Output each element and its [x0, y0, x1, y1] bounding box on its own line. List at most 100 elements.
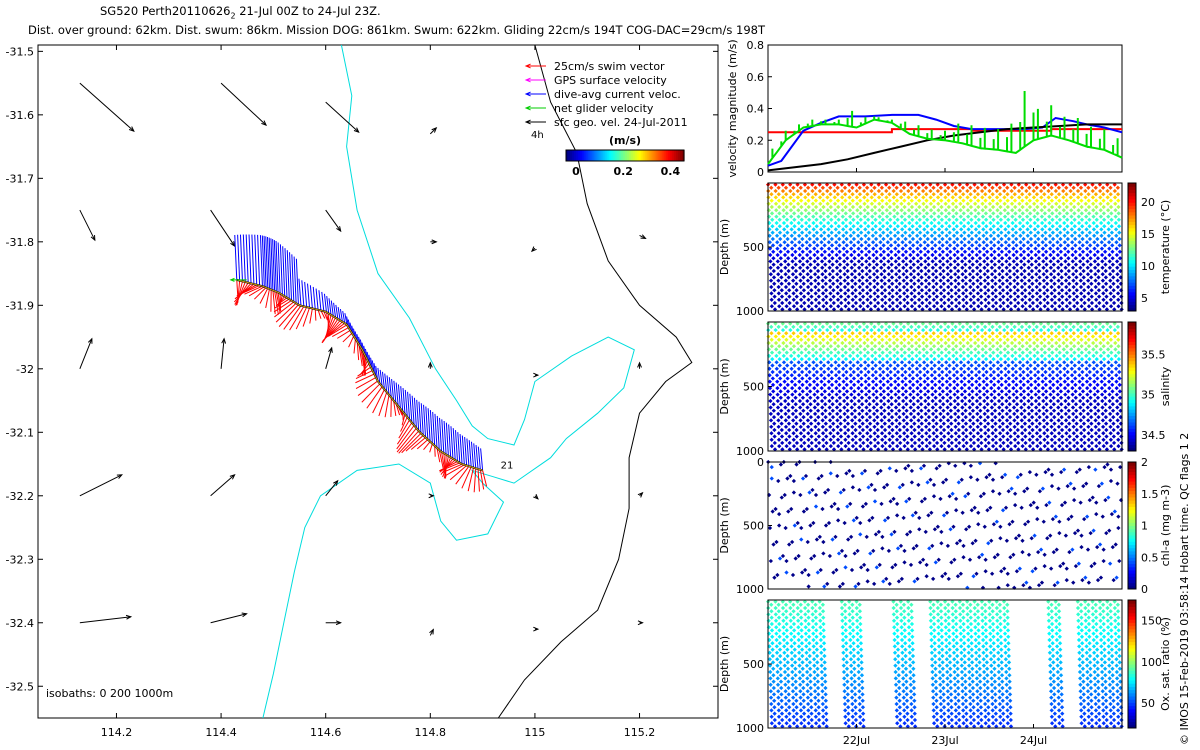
profile-point: [1109, 211, 1114, 216]
profile-point: [883, 434, 888, 439]
profile-point: [1098, 195, 1103, 200]
profile-point: [975, 424, 980, 429]
profile-point: [907, 214, 912, 219]
profile-point: [1015, 294, 1021, 299]
profile-point: [1044, 503, 1049, 508]
profile-point: [767, 663, 773, 668]
profile-point: [778, 389, 783, 394]
profile-point: [814, 230, 820, 235]
profile-point: [1005, 291, 1010, 296]
profile-point: [1113, 347, 1118, 352]
profile-point: [1092, 240, 1097, 245]
profile-point: [891, 188, 896, 194]
profile-point: [1061, 214, 1067, 219]
profile-point: [910, 363, 915, 368]
profile-point: [961, 543, 966, 548]
profile-point: [1083, 195, 1088, 200]
profile-point: [1117, 249, 1122, 254]
profile-point: [811, 360, 816, 365]
profile-point: [1105, 195, 1110, 200]
profile-point: [902, 211, 907, 216]
profile-point: [1031, 188, 1036, 194]
profile-point: [854, 334, 860, 339]
profile-point: [860, 421, 865, 426]
profile-point: [945, 252, 950, 258]
profile-point: [1038, 300, 1043, 306]
profile-point: [783, 682, 788, 687]
profile-point: [1020, 437, 1025, 442]
profile-point: [861, 294, 866, 299]
profile-point: [1096, 402, 1101, 407]
profile-point: [1009, 182, 1014, 187]
y-tick-label: -31.6: [6, 109, 34, 122]
geo-velocity-vector: [427, 361, 433, 369]
profile-point: [797, 240, 802, 245]
profile-point: [994, 307, 999, 312]
profile-point: [978, 427, 984, 433]
profile-point: [988, 240, 994, 245]
profile-point: [1099, 385, 1105, 391]
profile-point: [1079, 356, 1085, 362]
profile-point: [1017, 353, 1022, 358]
profile-point: [937, 385, 942, 391]
profile-point: [916, 424, 921, 429]
profile-point: [1047, 500, 1052, 505]
profile-point: [771, 685, 776, 691]
profile-point: [1037, 489, 1043, 494]
profile-point: [1094, 297, 1099, 302]
profile-point: [967, 265, 972, 270]
profile-point: [799, 437, 804, 442]
profile-point: [808, 523, 813, 528]
profile-point: [967, 411, 973, 417]
profile-point: [1002, 340, 1007, 346]
profile-point: [891, 182, 896, 187]
profile-point: [792, 628, 797, 633]
profile-point: [876, 529, 881, 534]
profile-point: [854, 321, 859, 326]
profile-point: [1028, 224, 1033, 229]
profile-point: [1081, 262, 1086, 267]
profile-point: [978, 408, 983, 413]
profile-point: [961, 337, 966, 342]
profile-point: [870, 240, 876, 245]
profile-point: [1091, 227, 1097, 232]
profile-point: [850, 473, 856, 479]
colorbar-cell: [666, 150, 669, 161]
profile-point: [827, 265, 832, 270]
profile-point: [1014, 243, 1019, 248]
profile-point: [924, 337, 929, 342]
profile-point: [795, 182, 800, 187]
profile-point: [931, 494, 937, 499]
profile-point: [849, 411, 855, 417]
profile-point: [1056, 272, 1061, 277]
colorbar-cell: [648, 150, 652, 161]
profile-point: [990, 278, 995, 283]
profile-point: [1077, 373, 1082, 378]
profile-point: [901, 272, 906, 277]
profile-point: [766, 334, 771, 339]
profile-point: [1114, 373, 1119, 378]
profile-point: [1005, 331, 1010, 336]
colorbar-cell: [605, 150, 608, 161]
profile-point: [1021, 363, 1026, 368]
profile-point: [881, 369, 886, 375]
profile-point: [1091, 353, 1096, 358]
profile-point: [770, 641, 775, 646]
profile-point: [950, 327, 955, 333]
profile-point: [790, 663, 795, 668]
colorbar-cell: [569, 150, 573, 161]
profile-point: [833, 220, 838, 226]
profile-point: [808, 408, 813, 413]
profile-point: [1049, 304, 1055, 309]
profile-point: [1045, 536, 1050, 541]
profile-point: [893, 385, 898, 391]
profile-point: [1022, 275, 1027, 280]
profile-point: [949, 440, 954, 446]
profile-point: [892, 233, 898, 238]
profile-point: [789, 539, 795, 545]
profile-point: [872, 437, 878, 442]
profile-point: [980, 340, 985, 346]
profile-point: [818, 360, 823, 365]
y-tick-label: -31.5: [6, 45, 34, 58]
profile-point: [793, 249, 798, 254]
